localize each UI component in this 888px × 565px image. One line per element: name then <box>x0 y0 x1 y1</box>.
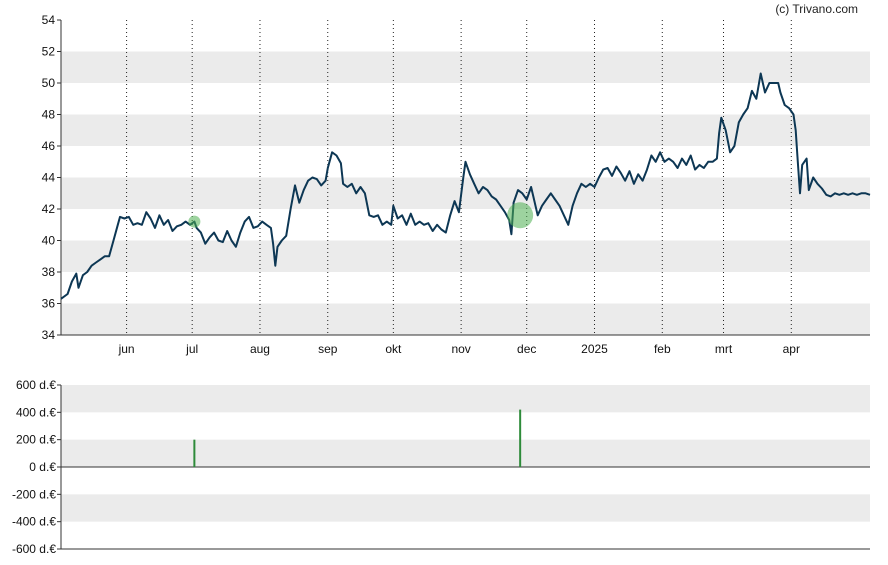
price-band <box>61 114 870 146</box>
x-tick-label: okt <box>385 342 402 356</box>
price-band <box>61 51 870 83</box>
dividend-y-tick-label: 200 d.€ <box>16 433 56 447</box>
x-tick-label: apr <box>783 342 800 356</box>
y-tick-label: 38 <box>42 265 56 279</box>
y-tick-label: 48 <box>42 108 56 122</box>
dividend-band <box>61 385 870 413</box>
price-band <box>61 240 870 272</box>
price-band <box>61 177 870 209</box>
dividend-y-tick-label: -200 d.€ <box>12 487 56 501</box>
dividend-band <box>61 439 870 467</box>
x-tick-label: mrt <box>715 342 733 356</box>
x-tick-label: dec <box>517 342 536 356</box>
x-tick-label: aug <box>250 342 270 356</box>
dividend-chart-panel: 600 d.€ 400 d.€ 200 d.€ 0 d.€ -200 d.€ -400 d… <box>12 378 870 556</box>
x-tick-label: jun <box>118 342 135 356</box>
dividend-y-tick-label: -600 d.€ <box>12 542 56 556</box>
price-band <box>61 303 870 335</box>
y-tick-label: 46 <box>42 139 56 153</box>
x-tick-label: sep <box>318 342 338 356</box>
y-tick-label: 54 <box>42 13 56 27</box>
dividend-y-tick-label: 400 d.€ <box>16 405 56 419</box>
y-tick-label: 52 <box>42 45 56 59</box>
y-tick-label: 34 <box>42 328 56 342</box>
dividend-marker <box>507 202 534 229</box>
y-tick-label: 50 <box>42 76 56 90</box>
x-tick-label: 2025 <box>581 342 608 356</box>
dividend-marker <box>188 215 201 228</box>
y-tick-label: 44 <box>42 171 56 185</box>
y-tick-label: 42 <box>42 202 56 216</box>
dividend-band <box>61 494 870 522</box>
dividend-y-tick-label: 0 d.€ <box>29 460 56 474</box>
y-tick-label: 40 <box>42 234 56 248</box>
x-tick-label: nov <box>451 342 470 356</box>
y-tick-label: 36 <box>42 297 56 311</box>
x-tick-label: feb <box>654 342 671 356</box>
x-tick-label: jul <box>185 342 198 356</box>
price-chart-panel: 34 36 38 40 42 44 46 48 50 52 54 jun jul aug sep okt no… <box>42 13 871 356</box>
dividend-y-tick-label: -400 d.€ <box>12 515 56 529</box>
price-line <box>60 72 871 300</box>
copyright-label: (c) Trivano.com <box>775 2 858 16</box>
dividend-y-tick-label: 600 d.€ <box>16 378 56 392</box>
